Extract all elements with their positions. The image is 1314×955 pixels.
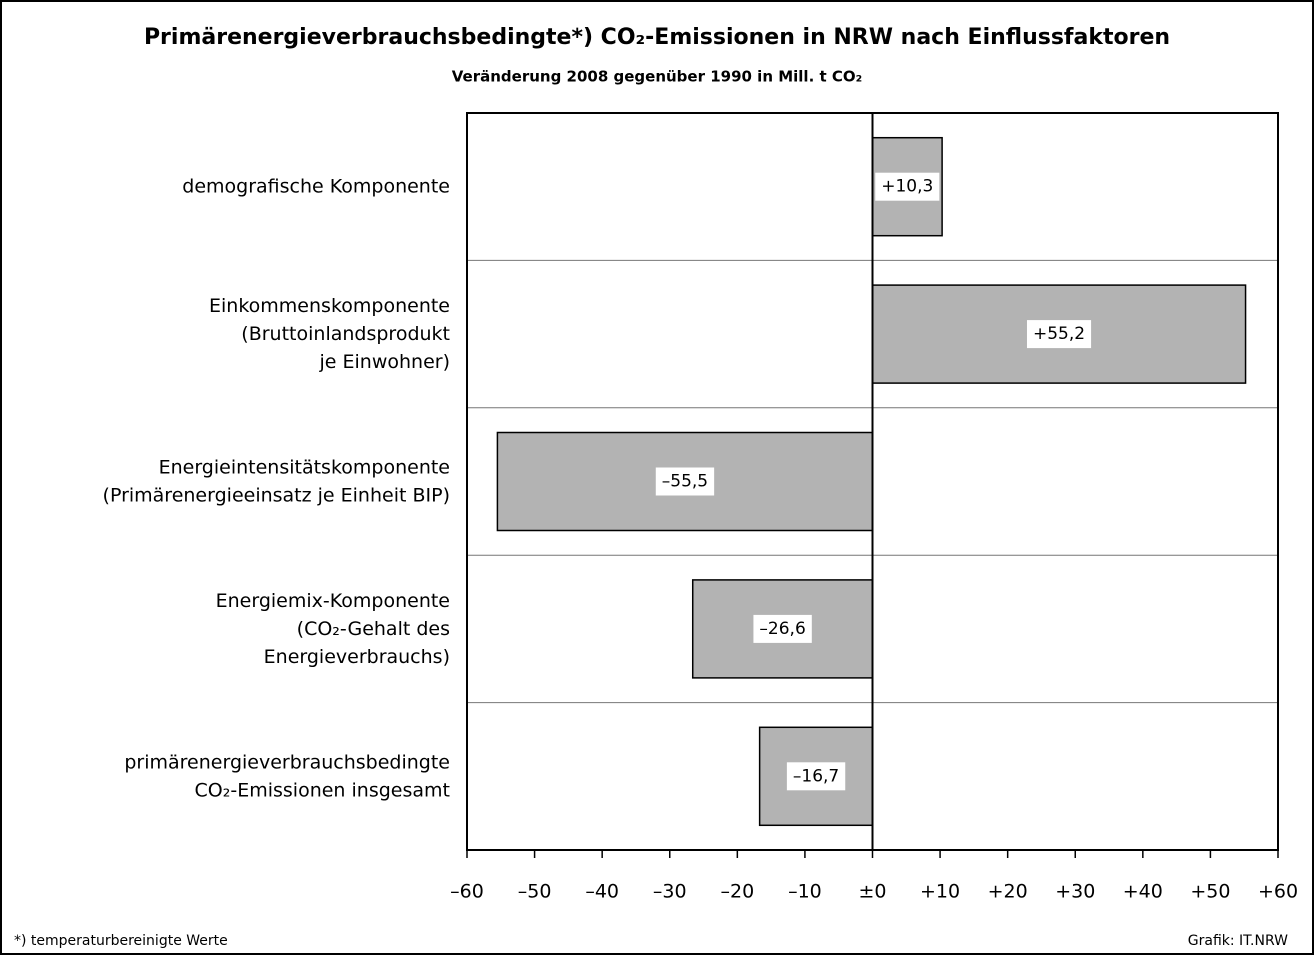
x-tick-label: –10	[788, 881, 822, 903]
value-label-bg	[1026, 320, 1092, 349]
value-label-bg	[875, 172, 940, 201]
x-tick-label: +60	[1258, 881, 1298, 903]
x-tick-label: +10	[920, 881, 960, 903]
value-label: –16,7	[793, 766, 839, 786]
x-tick-label: –60	[450, 881, 484, 903]
chart-title: Primärenergieverbrauchsbedingte*) CO₂-Em…	[144, 25, 1170, 50]
x-tick-label: –30	[653, 881, 687, 903]
category-label: demografische Komponente	[182, 175, 450, 197]
category-label: Energiemix-Komponente (CO₂-Gehalt des Ener…	[216, 589, 450, 667]
source: Grafik: IT.NRW	[1188, 933, 1288, 949]
plot-border	[466, 112, 1279, 851]
footnote: *) temperaturbereinigte Werte	[14, 933, 228, 949]
x-tick-label: –20	[720, 881, 754, 903]
value-label-bg	[753, 614, 812, 643]
chart-subtitle: Veränderung 2008 gegenüber 1990 in Mill.…	[452, 68, 862, 86]
value-label: –26,6	[759, 619, 805, 639]
value-label: +10,3	[881, 177, 933, 197]
x-tick-label: +30	[1055, 881, 1095, 903]
value-label: –55,5	[662, 472, 708, 492]
value-label: +55,2	[1033, 324, 1085, 344]
category-label: Energieintensitätskomponente (Primärenerg…	[103, 456, 450, 506]
x-tick-label: –40	[585, 881, 619, 903]
bar	[496, 431, 874, 532]
value-label-bg	[786, 762, 846, 791]
x-tick-label: +20	[988, 881, 1028, 903]
x-tick-label: +40	[1123, 881, 1163, 903]
x-tick-label: –50	[518, 881, 552, 903]
category-label: Einkommenskomponente (Bruttoinlandsproduk…	[209, 295, 450, 373]
x-tick-label: +50	[1190, 881, 1230, 903]
value-label-bg	[655, 467, 715, 496]
category-label: primärenergieverbrauchsbedingte CO₂-Emiss…	[124, 751, 450, 801]
x-tick-label: ±0	[858, 881, 886, 903]
